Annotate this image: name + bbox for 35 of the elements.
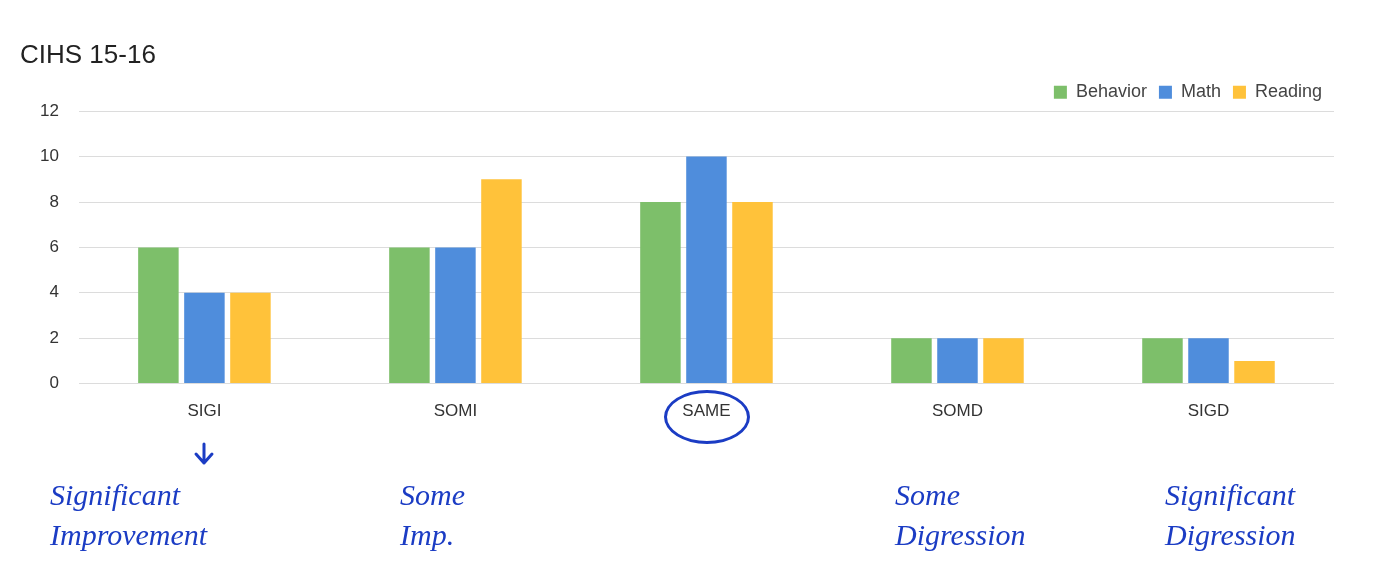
y-tick-label: 12: [39, 100, 59, 120]
bar: [732, 202, 773, 384]
legend-label: Reading: [1254, 81, 1323, 102]
x-tick-label: SOMD: [931, 401, 983, 421]
text: Some Digression: [894, 478, 1026, 551]
x-tick-label: SAME: [682, 401, 731, 421]
bar: [389, 247, 430, 384]
text: Some Imp.: [399, 478, 465, 551]
bar: [138, 247, 179, 384]
bar: [1234, 360, 1275, 384]
bar: [435, 247, 476, 384]
x-tick-label: SOMI: [433, 401, 478, 421]
bar: [983, 338, 1024, 384]
bar: [937, 338, 978, 384]
y-tick-label: 2: [49, 327, 59, 347]
bar: [1142, 338, 1183, 384]
bar: [686, 156, 727, 384]
bar: [891, 338, 932, 384]
text: Significant Digression: [1164, 478, 1296, 551]
bar: [640, 202, 681, 384]
bar: [184, 292, 225, 384]
bar: [230, 292, 271, 384]
legend-label: Math: [1180, 81, 1221, 102]
text: Significant Improvement: [49, 478, 208, 551]
y-tick-label: 8: [49, 191, 59, 211]
bar: [481, 179, 522, 384]
y-tick-label: 6: [49, 237, 59, 257]
bar: [1188, 338, 1229, 384]
y-tick-label: 0: [49, 373, 59, 393]
x-tick-label: SIGD: [1187, 401, 1230, 421]
y-tick-label: 4: [49, 282, 59, 302]
chart-title: CIHS 15-16: [20, 38, 156, 69]
x-tick-label: SIGI: [187, 401, 222, 421]
y-tick-label: 10: [39, 146, 59, 166]
legend-label: Behavior: [1075, 81, 1147, 102]
